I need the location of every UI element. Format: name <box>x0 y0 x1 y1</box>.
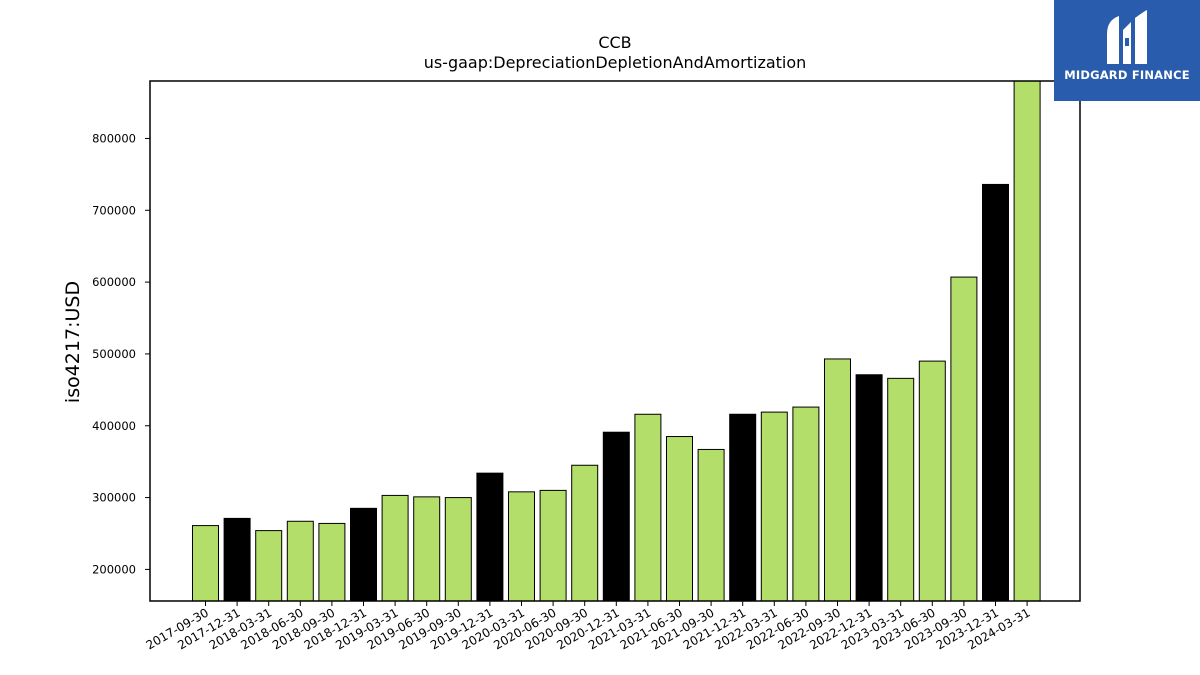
chart-subtitle: us-gaap:DepreciationDepletionAndAmortiza… <box>424 53 807 72</box>
bar-2020-03-31 <box>508 491 535 602</box>
x-axis-ticks: 2017-09-302017-12-312018-03-312018-06-30… <box>144 601 1033 652</box>
bar-2019-12-31 <box>476 472 504 602</box>
bar-2018-12-31 <box>350 507 377 602</box>
y-tick-label: 600000 <box>92 275 136 289</box>
bar-2022-12-31 <box>855 374 883 602</box>
bar-2022-09-30 <box>824 358 851 602</box>
bar-2024-03-31 <box>1013 80 1041 602</box>
y-tick-label: 400000 <box>92 419 136 433</box>
chart-title: CCB <box>598 33 631 52</box>
bar-2019-09-30 <box>444 497 472 602</box>
y-axis-ticks: 200000 300000 400000 500000 600000 700000 8000… <box>92 131 150 576</box>
bar-2022-06-30 <box>792 406 820 602</box>
plot-frame <box>149 80 1081 602</box>
y-tick-label: 300000 <box>92 491 136 505</box>
bar-2017-09-30 <box>192 525 219 602</box>
bar-2021-12-31 <box>729 413 757 602</box>
bar-2019-03-31 <box>381 494 409 602</box>
bar-2018-06-30 <box>286 520 314 602</box>
bar-2020-12-31 <box>602 431 630 602</box>
midgard-finance-logo: MIDGARD FINANCE <box>1054 0 1200 101</box>
bars-group <box>192 80 1041 602</box>
bar-2020-09-30 <box>571 464 599 602</box>
y-tick-label: 500000 <box>92 347 136 361</box>
y-tick-label: 800000 <box>92 131 136 145</box>
bar-2021-06-30 <box>666 436 693 602</box>
bar-2022-03-31 <box>760 411 788 602</box>
bar-2020-06-30 <box>539 489 567 602</box>
y-axis-label: iso4217:USD <box>62 281 84 403</box>
bar-2023-09-30 <box>950 276 978 602</box>
y-tick-label: 700000 <box>92 203 136 217</box>
bar-2021-03-31 <box>634 413 662 602</box>
bar-2021-09-30 <box>697 448 725 602</box>
bar-2018-09-30 <box>318 522 346 602</box>
logo-text: MIDGARD FINANCE <box>1064 68 1190 82</box>
bar-2017-12-31 <box>223 517 251 602</box>
bar-2019-06-30 <box>413 496 441 602</box>
bar-2023-12-31 <box>982 183 1009 602</box>
bar-2023-06-30 <box>918 360 946 602</box>
y-tick-label: 200000 <box>92 562 136 576</box>
midgard-logo-icon <box>1107 10 1147 64</box>
bar-2018-03-31 <box>255 530 283 602</box>
bar-2023-03-31 <box>887 377 915 602</box>
